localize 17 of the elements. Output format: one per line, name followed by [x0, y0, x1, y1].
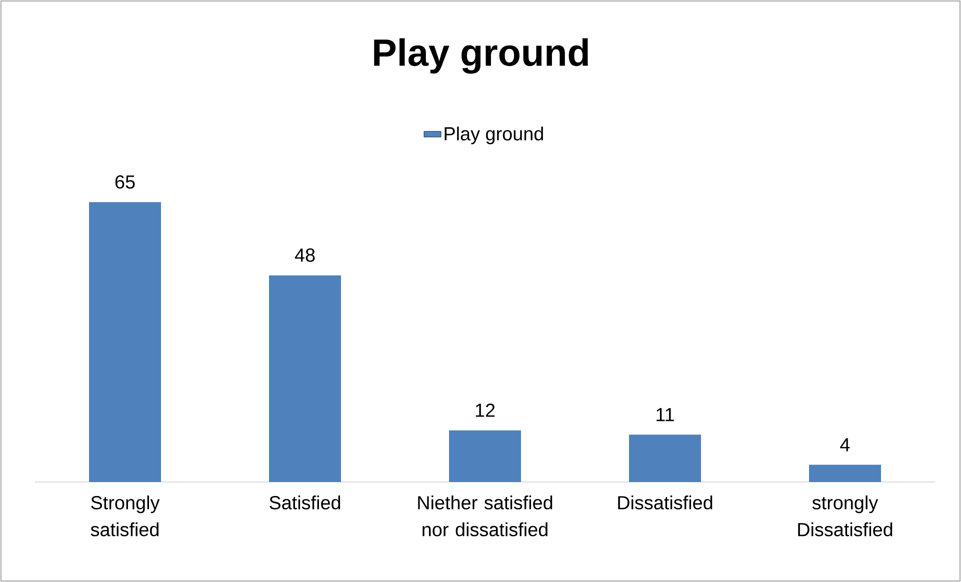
- x-tick-label: Satisfied: [270, 496, 340, 510]
- bar: [629, 434, 702, 482]
- chart-title: Play ground: [374, 38, 588, 74]
- x-tick-label: Strongly satisfied: [90, 496, 160, 536]
- legend-label: Play ground: [444, 126, 543, 144]
- x-tick-label: Dissatisfied: [618, 496, 712, 510]
- bar: [809, 464, 882, 482]
- bar: [269, 275, 342, 482]
- bar: [89, 202, 162, 482]
- bar: [449, 430, 522, 482]
- x-tick-label: Niether satisfied nor dissatisfied: [418, 496, 552, 536]
- data-label: 11: [656, 408, 674, 422]
- data-label: 65: [115, 175, 135, 189]
- data-label: 12: [476, 404, 495, 417]
- data-label: 48: [294, 248, 315, 262]
- x-tick-label: strongly Dissatisfied: [798, 496, 892, 536]
- data-label: 4: [840, 438, 850, 452]
